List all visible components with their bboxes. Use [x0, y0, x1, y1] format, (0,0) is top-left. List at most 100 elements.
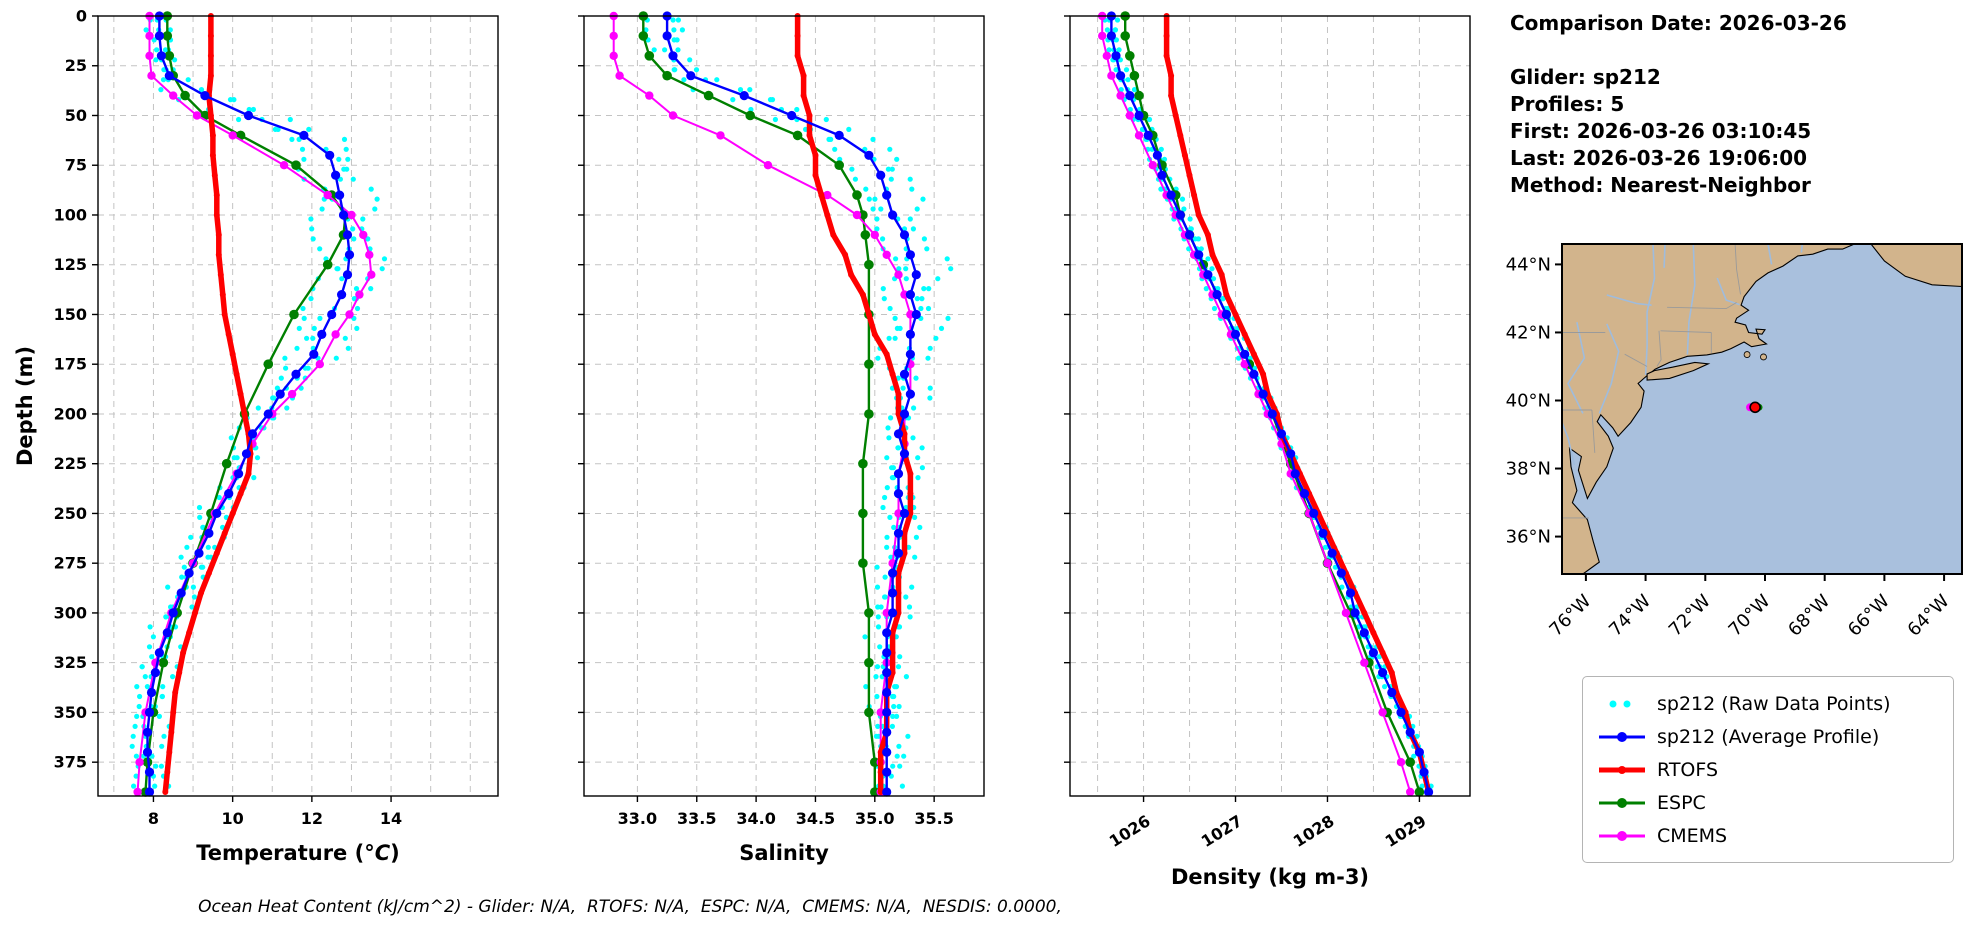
series-rtofs — [1163, 13, 1432, 795]
series-raw-scatter — [129, 17, 388, 789]
svg-text:225: 225 — [54, 454, 87, 473]
map-frame — [1561, 243, 1963, 575]
svg-text:33.0: 33.0 — [618, 809, 657, 828]
info-line: Glider: sp212 — [1510, 65, 1661, 89]
chart-svg-salinity: 33.0 33.5 34.0 34.5 35.0 35.5 Salinity — [578, 11, 985, 865]
info-line: Last: 2026-03-26 19:06:00 — [1510, 146, 1808, 170]
lon-tick-label: 64°W — [1904, 591, 1954, 641]
legend-item-sp212-raw-data-points-: sp212 (Raw Data Points) — [1597, 687, 1939, 720]
svg-text:1026: 1026 — [1106, 811, 1154, 851]
x-axis-label: Temperature (°C) — [196, 841, 400, 865]
legend-label: ESPC — [1657, 791, 1706, 814]
glider-info-block: Comparison Date: 2026-03-26 Glider: sp21… — [1510, 10, 1847, 199]
svg-text:50: 50 — [65, 106, 87, 125]
series-rtofs — [162, 13, 254, 795]
river — [1663, 244, 1666, 268]
river — [1767, 244, 1773, 265]
svg-text:25: 25 — [65, 56, 87, 75]
land — [1562, 244, 1855, 574]
info-line: Profiles: 5 — [1510, 92, 1625, 116]
legend-marker — [1599, 830, 1645, 841]
river — [1686, 244, 1696, 355]
series-espc — [638, 11, 880, 797]
x-axis-label: Salinity — [739, 841, 829, 865]
river — [1800, 244, 1804, 253]
svg-text:14: 14 — [380, 809, 402, 828]
legend-marker — [1599, 797, 1645, 808]
lat-tick-label: 44°N — [1506, 254, 1551, 275]
series-cmems — [1098, 11, 1415, 797]
svg-text:34.5: 34.5 — [796, 809, 835, 828]
legend: sp212 (Raw Data Points) sp212 (Average Pr… — [1582, 676, 1954, 863]
river — [1562, 422, 1576, 466]
profile-charts: 8 10 12 14 0 25 50 75 100 125 150 175 200 225 250 275 30… — [10, 2, 1484, 896]
grid — [584, 15, 984, 796]
lon-tick-label: 74°W — [1605, 591, 1655, 641]
svg-text:0: 0 — [76, 7, 87, 26]
lon-tick-label: 66°W — [1844, 591, 1894, 641]
chart-density: 1026 1027 1028 1029 Density (kg m-3) — [1040, 2, 1484, 896]
svg-text:375: 375 — [54, 753, 87, 772]
svg-text:33.5: 33.5 — [677, 809, 716, 828]
legend-item-sp212-average-profile-: sp212 (Average Profile) — [1597, 720, 1939, 753]
river — [1567, 322, 1586, 414]
series-sp212-average-profile- — [1106, 11, 1434, 797]
chart-svg-temperature: 8 10 12 14 0 25 50 75 100 125 150 175 200 225 250 275 30… — [13, 7, 499, 865]
svg-text:300: 300 — [54, 603, 87, 622]
right-panel: Comparison Date: 2026-03-26 Glider: sp21… — [1496, 0, 1976, 934]
island — [1760, 353, 1767, 361]
river — [1644, 244, 1656, 376]
lat-tick-label: 38°N — [1506, 459, 1551, 480]
legend-item-cmems: CMEMS — [1597, 819, 1939, 852]
river — [1598, 323, 1620, 414]
lon-tick-label: 72°W — [1665, 591, 1715, 641]
legend-label: sp212 (Raw Data Points) — [1657, 692, 1891, 715]
lon-tick-label: 70°W — [1725, 591, 1775, 641]
legend-item-espc: ESPC — [1597, 786, 1939, 819]
ocean-heat-content-note: Ocean Heat Content (kJ/cm^2) - Glider: N… — [198, 897, 1062, 917]
lat-tick-label: 40°N — [1506, 390, 1551, 411]
svg-text:12: 12 — [301, 809, 323, 828]
axes: 33.0 33.5 34.0 34.5 35.0 35.5 — [578, 15, 985, 828]
state-border — [1656, 330, 1662, 367]
glider-location-marker — [1749, 401, 1761, 414]
svg-text:125: 125 — [54, 255, 87, 274]
land — [1646, 361, 1711, 381]
svg-text:175: 175 — [54, 355, 87, 374]
svg-text:1029: 1029 — [1382, 811, 1430, 851]
svg-text:35.5: 35.5 — [914, 809, 953, 828]
state-border — [1624, 353, 1648, 367]
map-svg: 76°W 74°W 72°W 70°W 68°W 66°W 64°W 36°N 38°N 40°N… — [1506, 243, 1963, 641]
state-border — [1660, 330, 1712, 333]
svg-text:10: 10 — [222, 809, 244, 828]
chart-temperature: 8 10 12 14 0 25 50 75 100 125 150 175 200 225 250 275 30… — [10, 2, 512, 896]
lon-tick-label: 76°W — [1545, 591, 1595, 641]
land — [1870, 244, 1962, 288]
legend-marker — [1609, 700, 1631, 707]
svg-text:200: 200 — [54, 404, 87, 423]
legend-label: RTOFS — [1657, 758, 1719, 781]
series-sp212-average-profile- — [142, 11, 355, 797]
river — [1606, 294, 1652, 306]
state-border — [1667, 302, 1737, 310]
legend-marker — [1599, 731, 1645, 742]
svg-text:250: 250 — [54, 504, 87, 523]
location-map: 76°W 74°W 72°W 70°W 68°W 66°W 64°W 36°N 38°N 40°N… — [1496, 236, 1974, 664]
axes: 8 10 12 14 0 25 50 75 100 125 150 175 200 225 250 275 30… — [54, 7, 499, 828]
island — [1743, 351, 1751, 358]
legend-marker — [1599, 765, 1645, 774]
series-sp212-average-profile- — [662, 11, 921, 797]
lat-tick-label: 36°N — [1506, 527, 1551, 548]
lon-tick-label: 68°W — [1784, 591, 1834, 641]
info-line: Method: Nearest-Neighbor — [1510, 173, 1811, 197]
svg-text:1027: 1027 — [1198, 811, 1246, 851]
legend-item-rtofs: RTOFS — [1597, 753, 1939, 786]
svg-text:350: 350 — [54, 703, 87, 722]
svg-text:150: 150 — [54, 305, 87, 324]
series-cmems — [133, 11, 376, 797]
x-axis-label: Density (kg m-3) — [1171, 865, 1369, 889]
svg-text:35.0: 35.0 — [855, 809, 894, 828]
state-border — [1734, 244, 1741, 295]
svg-text:1028: 1028 — [1290, 811, 1338, 851]
